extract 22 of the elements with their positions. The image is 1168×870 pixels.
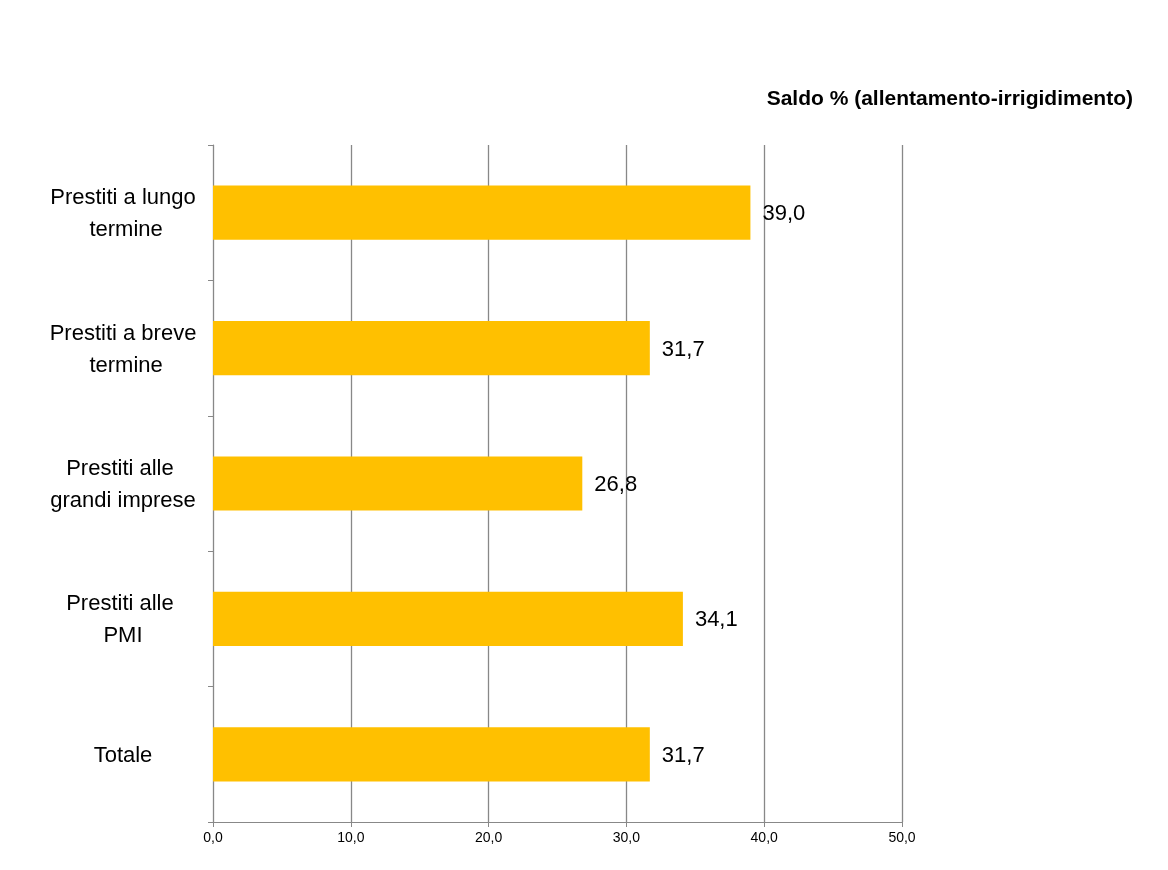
data-label: 26,8 xyxy=(594,471,638,496)
data-label: 31,7 xyxy=(661,335,705,361)
x-tick-label: 0,0 xyxy=(203,829,223,845)
bar xyxy=(213,727,650,782)
data-label: 31,7 xyxy=(661,741,705,767)
x-tick-label: 30,0 xyxy=(612,829,641,845)
x-tick-label: 20,0 xyxy=(474,829,503,845)
data-label: 39,0 xyxy=(762,200,806,226)
y-tick-label: Prestiti a lungo termine xyxy=(50,184,196,242)
x-tick-label: 50,0 xyxy=(888,829,916,845)
bar xyxy=(213,591,683,646)
text: Saldo % (allentamento-irrigidimento) xyxy=(766,86,1134,109)
data-label: 34,1 xyxy=(694,606,738,632)
x-tick-label: 10,0 xyxy=(337,829,365,845)
bar xyxy=(213,456,583,511)
bar xyxy=(213,185,751,240)
y-tick-label: Prestiti alle grandi imprese xyxy=(50,455,196,512)
y-tick-label: Totale xyxy=(93,741,153,767)
y-tick-label: Prestiti a breve termine xyxy=(49,319,197,377)
bar xyxy=(213,321,650,376)
y-tick-label: Prestiti alle PMI xyxy=(66,590,180,648)
x-tick-label: 40,0 xyxy=(750,829,779,845)
